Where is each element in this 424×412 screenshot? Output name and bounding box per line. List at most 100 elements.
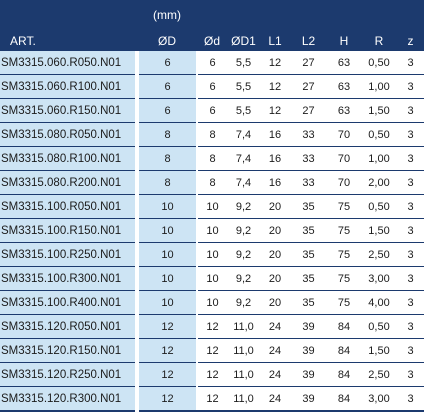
d1-cell: 7,4 xyxy=(227,122,260,147)
r-cell: 2,00 xyxy=(361,170,397,195)
z-cell: 3 xyxy=(397,386,424,412)
r-cell: 0,50 xyxy=(361,51,397,75)
h-cell: 70 xyxy=(327,146,361,171)
z-cell: 3 xyxy=(397,290,424,315)
d-cell: 12 xyxy=(197,314,227,339)
table-row: SM3315.100.R250.N01 10 10 9,2 20 35 75 2… xyxy=(0,242,424,267)
table-row: SM3315.100.R300.N01 10 10 9,2 20 35 75 3… xyxy=(0,266,424,291)
l2-cell: 27 xyxy=(290,98,327,123)
unit-label: (mm) xyxy=(137,0,197,30)
l2-cell: 35 xyxy=(290,290,327,315)
column-header-r: R xyxy=(361,30,397,51)
h-cell: 63 xyxy=(327,98,361,123)
d-cell: 8 xyxy=(197,122,227,147)
h-cell: 84 xyxy=(327,314,361,339)
d1-cell: 9,2 xyxy=(227,218,260,243)
od-cell: 12 xyxy=(137,314,198,339)
r-cell: 3,00 xyxy=(361,266,397,291)
od-cell: 8 xyxy=(137,122,198,147)
article-code-cell: SM3315.080.R200.N01 xyxy=(0,170,139,195)
z-cell: 3 xyxy=(397,266,424,291)
l1-cell: 20 xyxy=(260,290,290,315)
d-cell: 12 xyxy=(197,386,227,412)
r-cell: 2,50 xyxy=(361,362,397,387)
column-header-d: Ød xyxy=(197,30,227,51)
l2-cell: 33 xyxy=(290,170,327,195)
article-code-cell: SM3315.120.R300.N01 xyxy=(0,386,139,412)
d-cell: 6 xyxy=(197,74,227,99)
l2-cell: 39 xyxy=(290,386,327,412)
l2-cell: 39 xyxy=(290,362,327,387)
od-cell: 6 xyxy=(137,74,198,99)
article-code-cell: SM3315.080.R050.N01 xyxy=(0,122,139,147)
l1-cell: 12 xyxy=(260,98,290,123)
z-cell: 3 xyxy=(397,242,424,267)
table-row: SM3315.100.R050.N01 10 10 9,2 20 35 75 0… xyxy=(0,194,424,219)
od-cell: 8 xyxy=(137,170,198,195)
table-row: SM3315.120.R050.N01 12 12 11,0 24 39 84 … xyxy=(0,314,424,339)
h-cell: 75 xyxy=(327,242,361,267)
article-code-cell: SM3315.100.R250.N01 xyxy=(0,242,139,267)
d-cell: 8 xyxy=(197,146,227,171)
table-row: SM3315.080.R200.N01 8 8 7,4 16 33 70 2,0… xyxy=(0,170,424,195)
h-cell: 84 xyxy=(327,386,361,412)
column-header-z: z xyxy=(397,30,424,51)
table-row: SM3315.060.R100.N01 6 6 5,5 12 27 63 1,0… xyxy=(0,74,424,99)
table-row: SM3315.120.R250.N01 12 12 11,0 24 39 84 … xyxy=(0,362,424,387)
h-cell: 84 xyxy=(327,338,361,363)
od-cell: 10 xyxy=(137,266,198,291)
l2-cell: 33 xyxy=(290,146,327,171)
column-header-l2: L2 xyxy=(290,30,327,51)
article-code-cell: SM3315.120.R250.N01 xyxy=(0,362,139,387)
l1-cell: 12 xyxy=(260,51,290,75)
d-cell: 8 xyxy=(197,170,227,195)
header-spacer xyxy=(0,0,137,30)
d1-cell: 5,5 xyxy=(227,51,260,75)
z-cell: 3 xyxy=(397,51,424,75)
od-cell: 12 xyxy=(137,362,198,387)
l1-cell: 24 xyxy=(260,314,290,339)
l2-cell: 35 xyxy=(290,242,327,267)
column-header-d1: ØD1 xyxy=(227,30,260,51)
h-cell: 63 xyxy=(327,51,361,75)
d1-cell: 9,2 xyxy=(227,290,260,315)
l2-cell: 39 xyxy=(290,314,327,339)
unit-header-row: (mm) xyxy=(0,0,424,30)
h-cell: 70 xyxy=(327,170,361,195)
h-cell: 70 xyxy=(327,122,361,147)
od-cell: 10 xyxy=(137,242,198,267)
article-code-cell: SM3315.080.R100.N01 xyxy=(0,146,139,171)
table-row: SM3315.100.R150.N01 10 10 9,2 20 35 75 1… xyxy=(0,218,424,243)
l1-cell: 12 xyxy=(260,74,290,99)
l1-cell: 24 xyxy=(260,338,290,363)
z-cell: 3 xyxy=(397,98,424,123)
d1-cell: 9,2 xyxy=(227,194,260,219)
r-cell: 1,50 xyxy=(361,218,397,243)
d1-cell: 9,2 xyxy=(227,242,260,267)
r-cell: 1,50 xyxy=(361,98,397,123)
h-cell: 75 xyxy=(327,194,361,219)
l1-cell: 24 xyxy=(260,386,290,412)
d-cell: 12 xyxy=(197,362,227,387)
r-cell: 0,50 xyxy=(361,314,397,339)
d-cell: 10 xyxy=(197,290,227,315)
table-row: SM3315.060.R150.N01 6 6 5,5 12 27 63 1,5… xyxy=(0,98,424,123)
z-cell: 3 xyxy=(397,170,424,195)
d1-cell: 11,0 xyxy=(227,386,260,412)
z-cell: 3 xyxy=(397,218,424,243)
l2-cell: 35 xyxy=(290,194,327,219)
od-cell: 6 xyxy=(137,98,198,123)
d1-cell: 7,4 xyxy=(227,170,260,195)
table-row: SM3315.080.R050.N01 8 8 7,4 16 33 70 0,5… xyxy=(0,122,424,147)
l2-cell: 35 xyxy=(290,266,327,291)
r-cell: 1,00 xyxy=(361,74,397,99)
column-header-l1: L1 xyxy=(260,30,290,51)
table-row: SM3315.100.R400.N01 10 10 9,2 20 35 75 4… xyxy=(0,290,424,315)
d1-cell: 11,0 xyxy=(227,338,260,363)
od-cell: 12 xyxy=(137,338,198,363)
article-code-cell: SM3315.100.R050.N01 xyxy=(0,194,139,219)
article-code-cell: SM3315.120.R050.N01 xyxy=(0,314,139,339)
d1-cell: 5,5 xyxy=(227,74,260,99)
r-cell: 3,00 xyxy=(361,386,397,412)
table-row: SM3315.060.R050.N01 6 6 5,5 12 27 63 0,5… xyxy=(0,51,424,75)
